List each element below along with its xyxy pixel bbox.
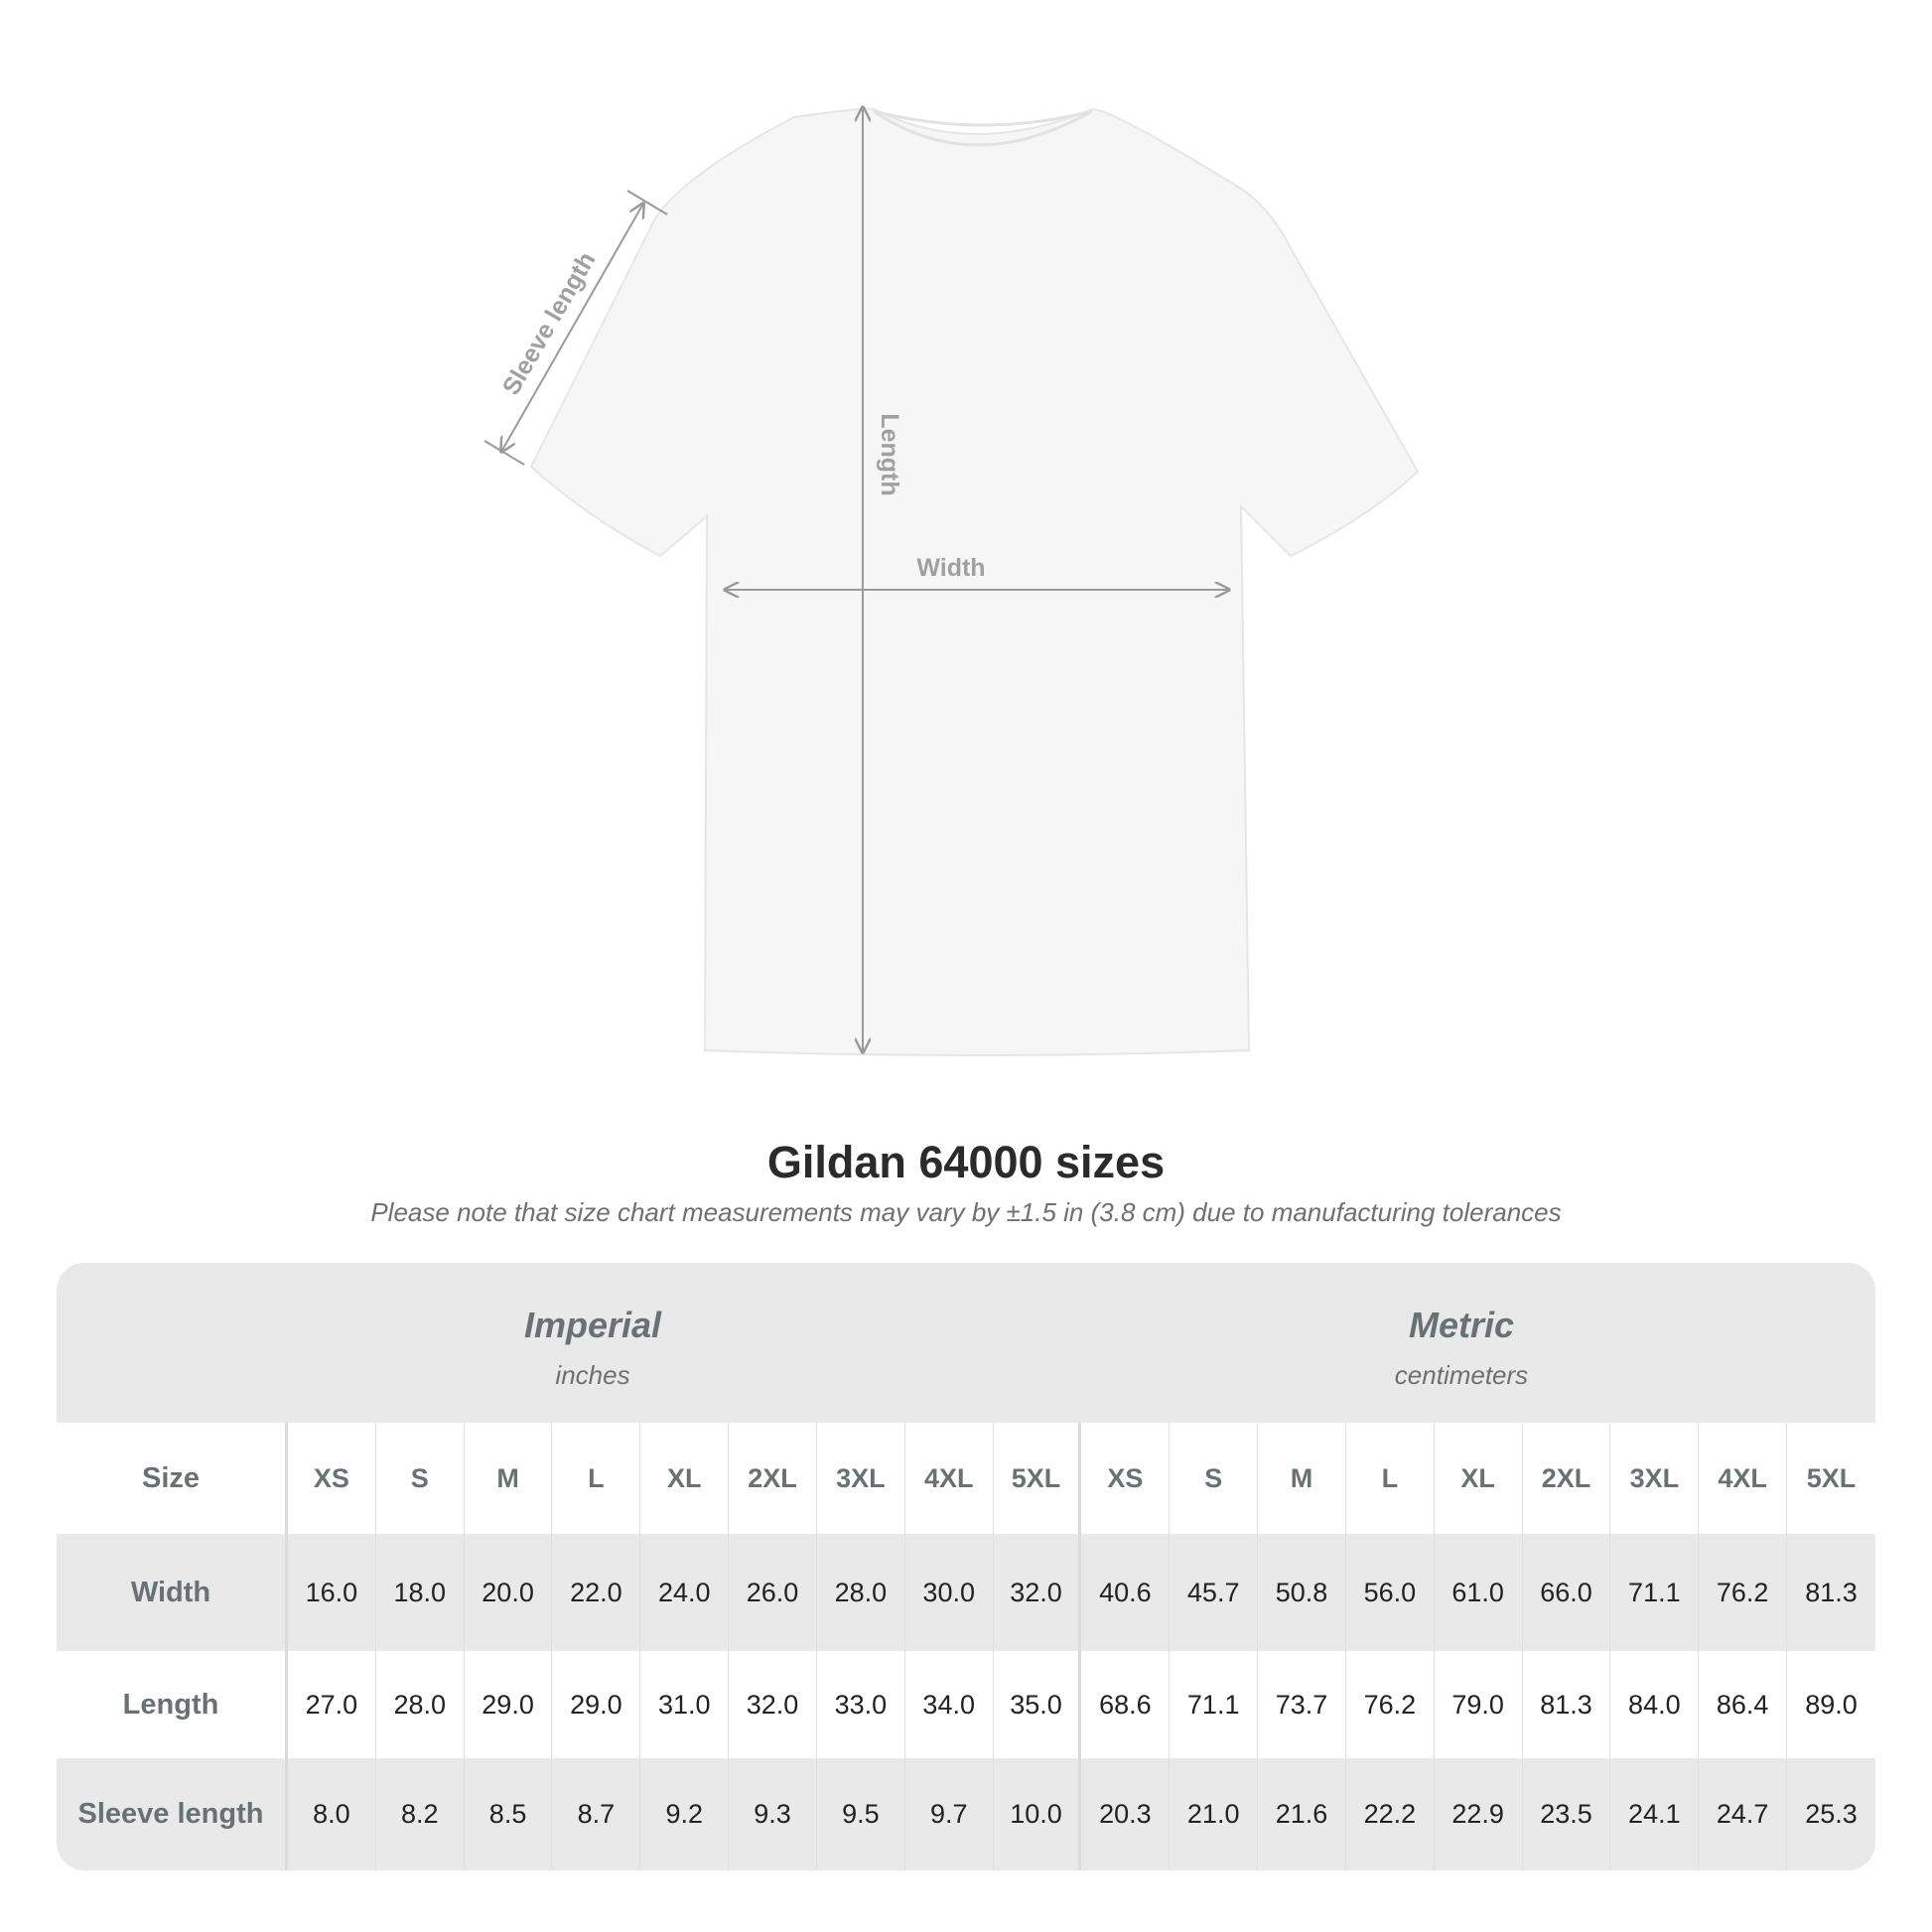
value-cell: 22.0 xyxy=(552,1534,641,1651)
size-header-cell: 2XL xyxy=(729,1423,817,1534)
value-cell: 81.3 xyxy=(1523,1651,1611,1758)
value-cell: 89.0 xyxy=(1805,1689,1858,1720)
metric-unit: centimeters xyxy=(1394,1360,1529,1390)
table-row-length: Length 27.0 28.0 29.0 29.0 31.0 32.0 33.0 34.0 35… xyxy=(57,1651,1875,1758)
size-header-cell: S xyxy=(1170,1423,1259,1534)
value-cell: 21.0 xyxy=(1170,1758,1259,1870)
value-cell: 29.0 xyxy=(552,1651,641,1758)
value-cell: 71.1 xyxy=(1610,1534,1700,1651)
value-cell: 73.7 xyxy=(1258,1651,1346,1758)
value-cell: 27.0 xyxy=(288,1651,376,1758)
value-cell: 8.5 xyxy=(465,1758,553,1870)
value-cell: 31.0 xyxy=(640,1651,730,1758)
value-cell: 45.7 xyxy=(1170,1534,1259,1651)
value-cell: 86.4 xyxy=(1699,1651,1788,1758)
value-cell: 24.1 xyxy=(1610,1758,1700,1870)
value-cell: 26.0 xyxy=(729,1534,817,1651)
value-cell: 9.5 xyxy=(817,1758,905,1870)
size-header-cell: 4XL xyxy=(905,1423,994,1534)
size-header-cell: 4XL xyxy=(1699,1423,1788,1534)
value-cell: 32.0 xyxy=(729,1651,817,1758)
tshirt-shape xyxy=(529,107,1420,1056)
value-cell: 22.2 xyxy=(1346,1758,1435,1870)
value-cell: 76.2 xyxy=(1699,1534,1788,1651)
value-cell: 24.0 xyxy=(640,1534,730,1651)
value-cell: 21.6 xyxy=(1258,1758,1346,1870)
value-cell: 25.3 xyxy=(1805,1799,1858,1829)
value-cell: 35.0 xyxy=(994,1651,1082,1758)
size-header-cell: XS xyxy=(288,1423,376,1534)
value-cell: 56.0 xyxy=(1346,1534,1435,1651)
sleeve-arrow xyxy=(501,204,643,452)
size-header-cell: XS xyxy=(1081,1423,1171,1534)
value-cell: 9.3 xyxy=(729,1758,817,1870)
size-header-cell: 5XL xyxy=(1806,1462,1857,1493)
size-header-cell: L xyxy=(552,1423,641,1534)
value-cell: 28.0 xyxy=(376,1651,465,1758)
value-cell: 20.3 xyxy=(1081,1758,1171,1870)
size-table: Imperial inches Metric centimeters Size X… xyxy=(57,1263,1875,1870)
tshirt-diagram: Sleeve length Length Width xyxy=(483,0,1420,1056)
value-cell: 24.7 xyxy=(1699,1758,1788,1870)
size-header-cell: S xyxy=(376,1423,465,1534)
imperial-title: Imperial xyxy=(523,1305,662,1345)
table-row-width: Width 16.0 18.0 20.0 22.0 24.0 26.0 28.0 30.0 32.… xyxy=(57,1534,1875,1651)
value-cell: 8.2 xyxy=(376,1758,465,1870)
row-label: Width xyxy=(57,1534,288,1651)
value-cell: 16.0 xyxy=(288,1534,376,1651)
value-cell: 20.0 xyxy=(465,1534,553,1651)
metric-title: Metric xyxy=(1408,1305,1515,1345)
length-label: Length xyxy=(876,413,903,495)
value-cell: 34.0 xyxy=(905,1651,994,1758)
value-cell: 28.0 xyxy=(817,1534,905,1651)
value-cell: 40.6 xyxy=(1081,1534,1171,1651)
value-cell: 22.9 xyxy=(1435,1758,1523,1870)
value-cell: 8.0 xyxy=(288,1758,376,1870)
width-label: Width xyxy=(916,554,985,582)
header-band xyxy=(57,1263,1875,1423)
size-header-row: Size XS S M L XL 2XL 3XL 4XL 5XL XS S M L XL 2XL 3XL 4XL 5… xyxy=(57,1423,1875,1534)
value-cell: 9.7 xyxy=(905,1758,994,1870)
size-header-cell: 5XL xyxy=(994,1423,1082,1534)
tolerance-note: Please note that size chart measurements… xyxy=(370,1197,1562,1227)
table-row-sleeve-length: Sleeve length 8.0 8.2 8.5 8.7 9.2 9.3 9.5 9.7 10.… xyxy=(57,1758,1875,1870)
value-cell: 32.0 xyxy=(994,1534,1082,1651)
size-header-cell: 3XL xyxy=(1610,1423,1700,1534)
value-cell: 23.5 xyxy=(1523,1758,1611,1870)
size-header-cell: XL xyxy=(1435,1423,1523,1534)
value-cell: 76.2 xyxy=(1346,1651,1435,1758)
value-cell: 79.0 xyxy=(1435,1651,1523,1758)
imperial-header: Imperial inches xyxy=(295,1305,891,1391)
row-label: Sleeve length xyxy=(57,1758,288,1870)
value-cell: 33.0 xyxy=(817,1651,905,1758)
value-cell: 29.0 xyxy=(465,1651,553,1758)
value-cell: 10.0 xyxy=(994,1758,1082,1870)
size-header-cell: M xyxy=(1258,1423,1346,1534)
metric-header: Metric centimeters xyxy=(1164,1305,1759,1391)
row-label: Size xyxy=(57,1423,288,1534)
size-header-cell: 2XL xyxy=(1523,1423,1611,1534)
value-cell: 8.7 xyxy=(552,1758,641,1870)
value-cell: 68.6 xyxy=(1081,1651,1171,1758)
value-cell: 66.0 xyxy=(1523,1534,1611,1651)
value-cell: 18.0 xyxy=(376,1534,465,1651)
size-header-cell: L xyxy=(1346,1423,1435,1534)
row-label: Length xyxy=(57,1651,288,1758)
size-header-cell: 3XL xyxy=(817,1423,905,1534)
value-cell: 61.0 xyxy=(1435,1534,1523,1651)
value-cell: 71.1 xyxy=(1170,1651,1259,1758)
page-title: Gildan 64000 sizes xyxy=(766,1137,1166,1187)
value-cell: 30.0 xyxy=(905,1534,994,1651)
value-cell: 9.2 xyxy=(640,1758,730,1870)
size-header-cell: M xyxy=(465,1423,553,1534)
value-cell: 50.8 xyxy=(1258,1534,1346,1651)
value-cell: 81.3 xyxy=(1805,1577,1858,1607)
imperial-unit: inches xyxy=(555,1360,630,1390)
size-header-cell: XL xyxy=(640,1423,730,1534)
value-cell: 84.0 xyxy=(1610,1651,1700,1758)
